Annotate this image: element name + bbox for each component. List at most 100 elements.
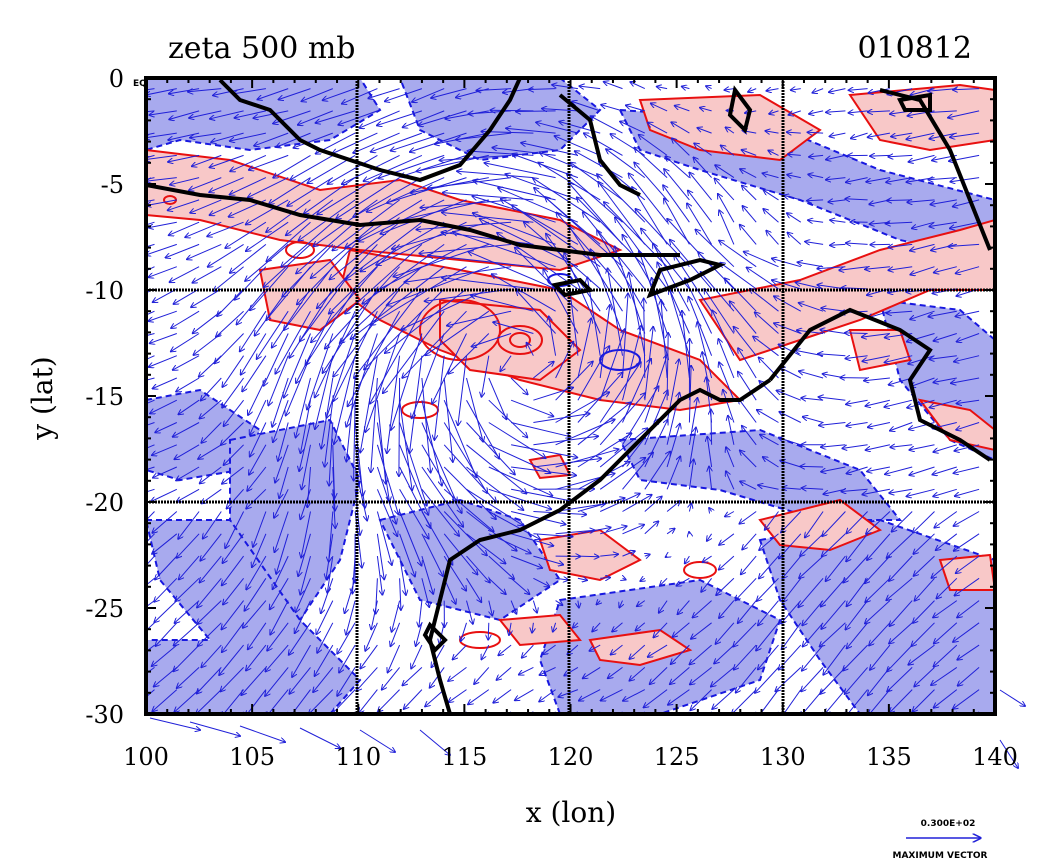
wind-vector (867, 533, 891, 560)
wind-vector (316, 110, 356, 123)
wind-vector (694, 143, 712, 156)
wind-vector (466, 555, 490, 582)
wind-vector (170, 266, 200, 282)
wind-vector (600, 578, 610, 579)
wind-vector (155, 422, 178, 433)
wind-vector (146, 132, 177, 138)
wind-vector (911, 377, 935, 387)
wind-vector (266, 199, 311, 232)
wind-vector (179, 399, 200, 414)
wind-vector (908, 644, 935, 665)
wind-vector (950, 221, 980, 228)
wind-vector (412, 333, 445, 419)
wind-vector (685, 555, 690, 563)
wind-vector (821, 600, 846, 629)
wind-vector (281, 221, 334, 267)
wind-vector (421, 578, 429, 607)
wind-vector (425, 288, 512, 301)
wind-vector (846, 600, 868, 630)
y-tick-label: 0 (109, 65, 124, 93)
wind-vector (376, 466, 396, 524)
wind-vector (246, 555, 267, 589)
wind-vector (466, 578, 482, 602)
wind-vector (552, 85, 578, 90)
wind-vector (488, 555, 514, 579)
wind-vector (950, 177, 980, 182)
wind-vector (644, 689, 668, 708)
wind-vector (458, 355, 467, 426)
wind-vector (826, 178, 846, 180)
wind-vector (697, 322, 713, 379)
wind-vector (289, 288, 334, 358)
wind-vector (201, 644, 222, 667)
wind-vector (296, 377, 311, 437)
wind-vector (443, 422, 487, 493)
wind-vector (428, 177, 512, 188)
wind-vector (892, 511, 913, 532)
wind-vector (885, 355, 913, 363)
wind-vector (663, 185, 690, 223)
wind-vector (215, 333, 244, 364)
wind-vector (725, 278, 757, 312)
wind-vector (517, 291, 556, 334)
wind-vector (599, 393, 645, 446)
wind-vector (246, 488, 267, 508)
wind-vector (579, 689, 601, 701)
wind-vector (910, 266, 935, 275)
wind-vector (583, 666, 601, 678)
wind-vector (734, 644, 757, 670)
wind-vector (156, 622, 178, 646)
wind-vector (146, 511, 155, 522)
wind-vector (166, 243, 200, 257)
wind-vector (146, 644, 155, 653)
wind-vector (688, 191, 712, 223)
wind-vector (629, 644, 646, 659)
wind-vector (555, 504, 606, 512)
wind-vector (235, 266, 267, 300)
wind-vector (168, 199, 200, 210)
wind-vector (913, 533, 935, 554)
wind-vector (258, 88, 289, 100)
wind-vector (657, 87, 668, 89)
wind-vector (763, 457, 779, 468)
wind-vector (275, 310, 311, 373)
wind-vector (298, 110, 333, 125)
y-tick-label: -5 (101, 171, 124, 199)
wind-vector (819, 397, 846, 401)
wind-vector (237, 288, 267, 325)
vector-scale-legend: 0.300E+02 MAXIMUM VECTOR (892, 819, 987, 861)
wind-vector (753, 337, 779, 357)
wind-vector (619, 600, 622, 608)
wind-vector (644, 299, 645, 379)
wind-vector (153, 377, 177, 389)
y-tick-label: -25 (85, 595, 124, 623)
wind-vector (828, 200, 846, 202)
wind-vector (764, 190, 779, 201)
wind-vector (687, 204, 713, 245)
wind-vector (826, 111, 846, 112)
wind-vector (779, 644, 802, 670)
wind-vector (884, 399, 913, 407)
wind-vector (682, 87, 690, 89)
wind-vector (661, 300, 668, 379)
wind-vector (928, 310, 957, 316)
wind-vector (763, 173, 779, 179)
wind-vector (707, 437, 713, 468)
wind-vector (726, 447, 735, 468)
wind-vector (480, 219, 579, 268)
wind-vector (219, 644, 244, 675)
wind-vector (913, 511, 935, 533)
wind-vector (287, 177, 334, 206)
wind-vector (381, 199, 467, 234)
wind-vector (512, 205, 601, 268)
wind-vector (533, 388, 573, 401)
wind-vector (820, 330, 846, 334)
wind-vector (772, 280, 801, 290)
wind-vector (622, 294, 629, 379)
plot-area (146, 78, 995, 714)
wind-vector (466, 600, 473, 624)
wind-vector (197, 667, 222, 693)
vector-scale-label: MAXIMUM VECTOR (892, 851, 987, 861)
wind-vector (597, 230, 646, 312)
wind-vector (152, 689, 178, 712)
